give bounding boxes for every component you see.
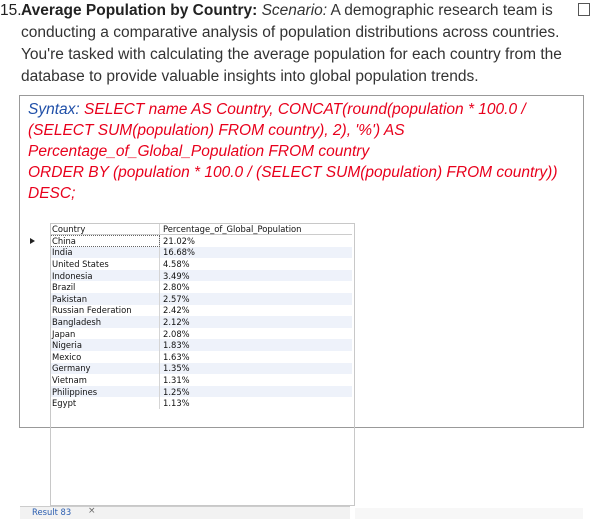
row-indicator[interactable] — [26, 293, 50, 305]
table-row[interactable]: Germany 1.35% — [26, 362, 354, 375]
row-indicator[interactable] — [26, 247, 50, 259]
syntax-line-2: (SELECT SUM(population) FROM country), 2… — [28, 122, 405, 139]
table-row[interactable]: Nigeria 1.83% — [26, 339, 354, 351]
current-row-arrow-icon — [30, 238, 35, 244]
cell-country[interactable]: Mexico — [50, 350, 160, 363]
table-row[interactable]: Egypt 1.13% — [26, 397, 354, 409]
cell-country[interactable]: United States — [50, 258, 160, 270]
table-row[interactable]: Japan 2.08% — [26, 327, 354, 340]
cell-country[interactable]: India — [50, 246, 160, 259]
row-indicator[interactable] — [26, 397, 50, 409]
grid-header: Country Percentage_of_Global_Population — [26, 223, 354, 235]
result-grid[interactable]: Country Percentage_of_Global_Population … — [26, 223, 354, 409]
cell-country[interactable]: Bangladesh — [50, 316, 160, 328]
table-row[interactable]: Indonesia 3.49% — [26, 269, 354, 282]
table-row[interactable]: Vietnam 1.31% — [26, 374, 354, 386]
cell-percentage[interactable]: 1.13% — [160, 397, 352, 409]
cell-country[interactable]: Philippines — [50, 385, 160, 398]
row-indicator[interactable] — [26, 386, 50, 398]
cell-country[interactable]: Brazil — [50, 281, 160, 293]
syntax-line-4: ORDER BY (population * 100.0 / (SELECT S… — [28, 164, 558, 181]
cell-country[interactable]: Egypt — [50, 397, 160, 409]
syntax-label: Syntax: — [28, 101, 80, 118]
syntax-line-1-text: SELECT name AS Country, CONCAT(round(pop… — [84, 101, 526, 118]
horizontal-scroll-area — [355, 508, 583, 519]
scenario-label: Scenario: — [261, 2, 328, 19]
cell-country[interactable]: Japan — [50, 327, 160, 340]
cell-percentage[interactable]: 2.42% — [160, 304, 352, 317]
cell-percentage[interactable]: 1.35% — [160, 362, 352, 375]
column-header-percentage[interactable]: Percentage_of_Global_Population — [160, 223, 352, 235]
syntax-result-panel: Syntax: SELECT name AS Country, CONCAT(r… — [19, 95, 584, 519]
scenario-line-2: conducting a comparative analysis of pop… — [21, 24, 560, 41]
syntax-line-3: Percentage_of_Global_Population FROM cou… — [28, 143, 370, 160]
table-row[interactable]: India 16.68% — [26, 246, 354, 259]
scenario-line-3: You're tasked with calculating the avera… — [21, 46, 562, 63]
row-indicator[interactable] — [26, 305, 50, 317]
cell-percentage[interactable]: 1.63% — [160, 350, 352, 363]
cell-country[interactable]: Indonesia — [50, 269, 160, 282]
row-indicator[interactable] — [26, 281, 50, 293]
row-indicator[interactable] — [26, 316, 50, 328]
cell-country[interactable]: Germany — [50, 362, 160, 375]
table-row[interactable]: China 21.02% — [26, 235, 354, 247]
result-tab-bar: Result 83 × — [20, 506, 350, 519]
row-indicator[interactable] — [26, 363, 50, 375]
cell-percentage[interactable]: 2.08% — [160, 327, 352, 340]
cell-country[interactable]: China — [50, 235, 160, 247]
table-row[interactable]: Mexico 1.63% — [26, 350, 354, 363]
result-tab[interactable]: Result 83 — [32, 507, 72, 517]
cell-percentage[interactable]: 2.80% — [160, 281, 352, 293]
cell-country[interactable]: Russian Federation — [50, 304, 160, 317]
row-indicator[interactable] — [26, 339, 50, 351]
cell-percentage[interactable]: 21.02% — [160, 235, 352, 247]
question-number: 15. — [0, 2, 22, 19]
table-row[interactable]: Bangladesh 2.12% — [26, 316, 354, 328]
close-icon[interactable]: × — [88, 506, 96, 516]
cell-percentage[interactable]: 1.31% — [160, 374, 352, 386]
cell-percentage[interactable]: 4.58% — [160, 258, 352, 270]
cell-percentage[interactable]: 1.25% — [160, 385, 352, 398]
cell-country[interactable]: Vietnam — [50, 374, 160, 386]
column-header-country[interactable]: Country — [50, 223, 160, 235]
table-row[interactable]: Pakistan 2.57% — [26, 292, 354, 305]
syntax-text: Syntax: SELECT name AS Country, CONCAT(r… — [28, 99, 573, 204]
cell-country[interactable]: Pakistan — [50, 292, 160, 305]
cell-percentage[interactable]: 2.12% — [160, 316, 352, 328]
table-row[interactable]: Philippines 1.25% — [26, 385, 354, 398]
row-indicator[interactable] — [26, 328, 50, 340]
cell-percentage[interactable]: 2.57% — [160, 292, 352, 305]
row-indicator[interactable] — [26, 270, 50, 282]
cell-percentage[interactable]: 3.49% — [160, 269, 352, 282]
question-title: Average Population by Country: — [21, 2, 258, 19]
scenario-line-1: A demographic research team is — [330, 2, 553, 19]
table-row[interactable]: Brazil 2.80% — [26, 281, 354, 293]
syntax-line-5: DESC; — [28, 185, 76, 202]
row-indicator[interactable] — [26, 235, 50, 247]
row-indicator[interactable] — [26, 258, 50, 270]
cell-country[interactable]: Nigeria — [50, 339, 160, 351]
syntax-line-1: Syntax: SELECT name AS Country, CONCAT(r… — [28, 99, 573, 120]
checkbox[interactable] — [578, 3, 590, 16]
table-row[interactable]: United States 4.58% — [26, 258, 354, 270]
row-indicator[interactable] — [26, 351, 50, 363]
scenario-line-4: database to provide valuable insights in… — [21, 68, 479, 85]
cell-percentage[interactable]: 1.83% — [160, 339, 352, 351]
table-row[interactable]: Russian Federation 2.42% — [26, 304, 354, 317]
row-indicator[interactable] — [26, 374, 50, 386]
cell-percentage[interactable]: 16.68% — [160, 246, 352, 259]
question-first-line: Average Population by Country: Scenario:… — [21, 0, 581, 22]
question-block: Average Population by Country: Scenario:… — [21, 0, 581, 88]
row-indicator-header — [26, 223, 50, 235]
